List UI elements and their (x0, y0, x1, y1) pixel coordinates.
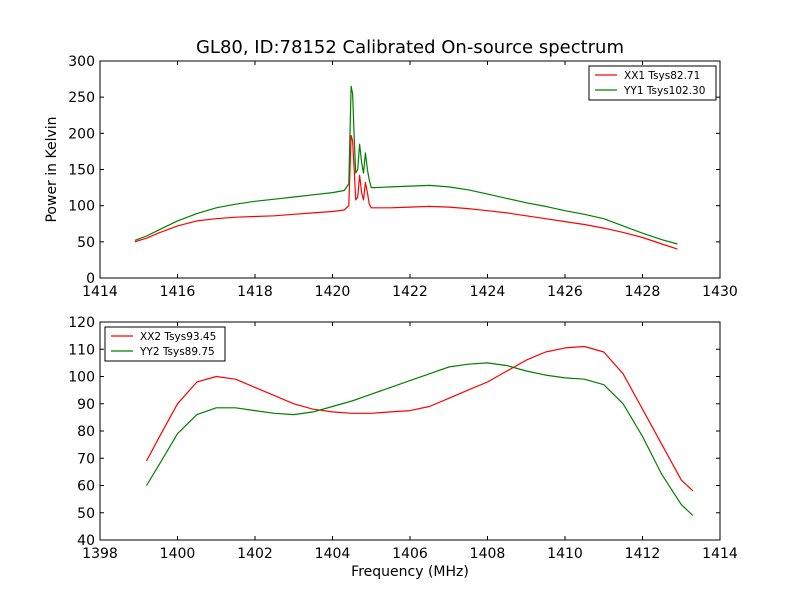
x-tick-label: 1424 (470, 284, 506, 300)
legend-label-1: XX2 Tsys93.45 (140, 331, 216, 343)
legend-label-1: XX1 Tsys82.71 (624, 70, 700, 82)
legend-box (104, 326, 226, 362)
series-line-1 (134, 134, 678, 250)
x-tick-label: 1422 (392, 284, 428, 300)
bottom-panel: 1398 1400 1402 1404 1406 1408 1410 1412 1414 40 50… (68, 315, 738, 580)
y-tick-label: 70 (77, 451, 95, 467)
y-tick-label: 150 (68, 163, 95, 179)
y-tick-label: 50 (77, 506, 95, 522)
series-line-1 (145, 345, 694, 492)
x-tick-label: 1414 (702, 546, 738, 562)
x-tick-label: 1402 (237, 546, 273, 562)
x-axis-label: Frequency (MHz) (351, 564, 469, 580)
y-tick-label: 90 (77, 397, 95, 413)
x-tick-label: 1398 (82, 546, 118, 562)
y-axis-label: Power in Kelvin (44, 116, 60, 222)
x-tick-label: 1412 (625, 546, 661, 562)
y-tick-label: 80 (77, 424, 95, 440)
y-tick-label: 100 (68, 199, 95, 215)
legend-label-2: YY2 Tsys89.75 (139, 346, 215, 358)
legend-box (588, 65, 717, 101)
figure-title: GL80, ID:78152 Calibrated On-source spec… (196, 37, 624, 58)
x-tick-label: 1416 (160, 284, 196, 300)
y-tick-label: 300 (68, 54, 95, 70)
top-panel: 1414 1416 1418 1420 1422 1424 1426 1428 1430 0 50 1… (44, 54, 738, 300)
y-tick-label: 200 (68, 126, 95, 142)
x-tick-label: 1408 (470, 546, 506, 562)
x-tick-label: 1400 (160, 546, 196, 562)
y-tick-label: 250 (68, 90, 95, 106)
series-line-2 (134, 85, 678, 245)
y-tick-label: 110 (68, 342, 95, 358)
y-tick-label: 60 (77, 479, 95, 495)
y-tick-label: 50 (77, 235, 95, 251)
x-tick-label: 1428 (625, 284, 661, 300)
x-tick-label: 1404 (315, 546, 351, 562)
y-tick-label: 0 (86, 271, 95, 287)
series-line-2 (145, 362, 694, 516)
x-tick-label: 1406 (392, 546, 428, 562)
x-tick-label: 1414 (82, 284, 118, 300)
legend-label-2: YY1 Tsys102.30 (623, 85, 705, 97)
y-tick-label: 120 (68, 315, 95, 331)
x-tick-label: 1410 (547, 546, 583, 562)
y-tick-label: 40 (77, 533, 95, 549)
x-tick-label: 1420 (315, 284, 351, 300)
x-tick-label: 1426 (547, 284, 583, 300)
x-tick-label: 1418 (237, 284, 273, 300)
y-tick-label: 100 (68, 370, 95, 386)
x-tick-label: 1430 (702, 284, 738, 300)
legend: XX2 Tsys93.45 YY2 Tsys89.75 (104, 326, 226, 362)
legend: XX1 Tsys82.71 YY1 Tsys102.30 (588, 65, 717, 101)
